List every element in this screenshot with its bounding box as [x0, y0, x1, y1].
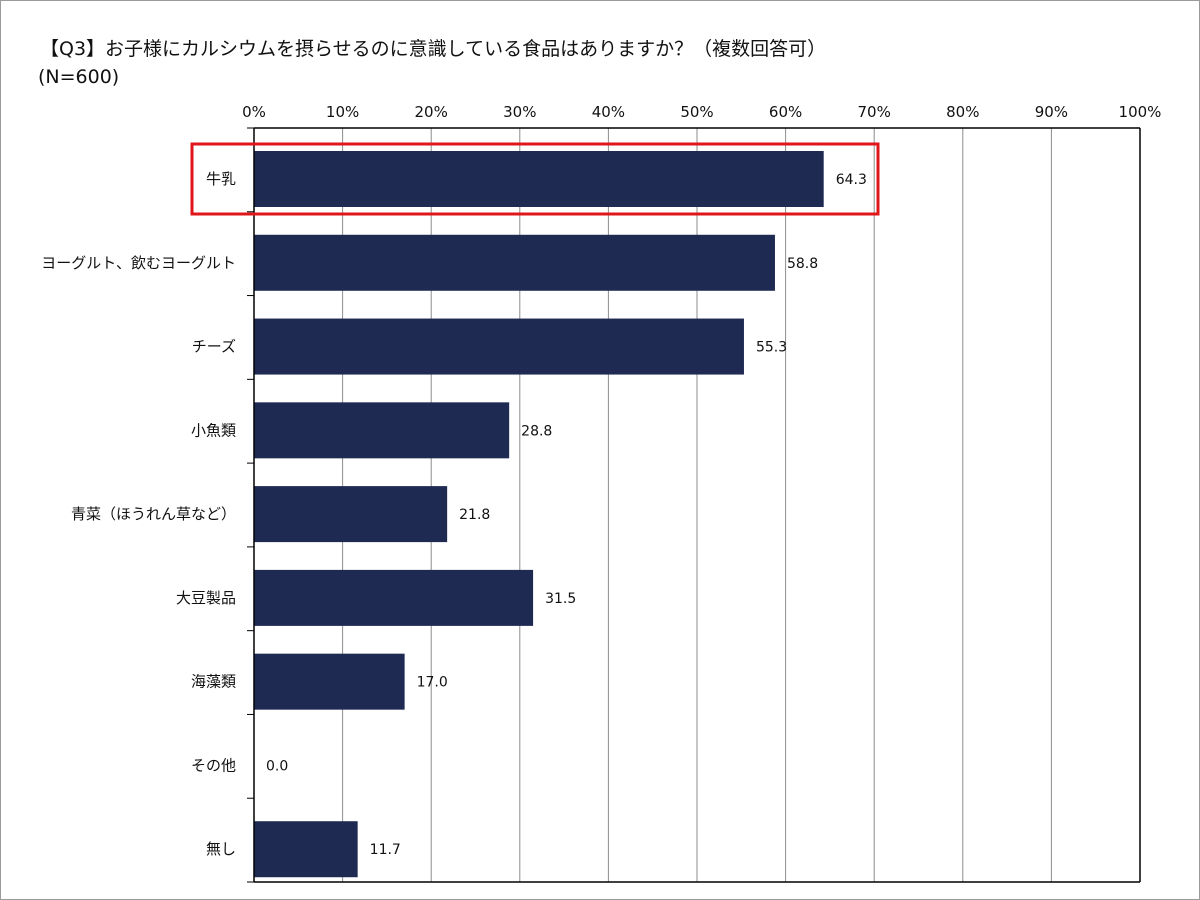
x-tick-label: 90% [1035, 103, 1068, 121]
data-label: 11.7 [370, 842, 401, 858]
data-label: 64.3 [836, 172, 867, 188]
axis-layer [247, 127, 1141, 883]
category-label: 海藻類 [191, 673, 236, 691]
bar [254, 653, 405, 710]
x-tick-label: 30% [503, 103, 536, 121]
bar-layer [254, 151, 824, 878]
category-label: 小魚類 [191, 421, 236, 439]
bar [254, 821, 358, 878]
x-tick-label: 0% [242, 103, 266, 121]
highlight-box [190, 142, 880, 216]
category-label: 大豆製品 [176, 589, 236, 607]
category-label: チーズ [192, 338, 236, 356]
x-tick-label: 20% [415, 103, 448, 121]
x-tick-label: 60% [769, 103, 802, 121]
bar [254, 151, 824, 207]
label-layer: 0% 10% 20% 30% 40% 50% 60% 70% 80% 90% 100% 64.3 牛乳 5… [41, 103, 1161, 858]
category-label: 青菜（ほうれん草など） [71, 505, 236, 523]
data-label: 0.0 [266, 758, 288, 774]
data-label: 58.8 [787, 256, 818, 272]
bar [254, 318, 744, 375]
data-label: 28.8 [521, 423, 552, 439]
data-label: 55.3 [756, 340, 787, 356]
chart-title: 【Q3】お子様にカルシウムを摂らせるのに意識している食品はありますか？（複数回答… [40, 38, 827, 60]
bar [254, 486, 448, 543]
bar [254, 402, 510, 459]
x-tick-label: 10% [326, 103, 359, 121]
category-label: 無し [206, 840, 236, 858]
chart-subtitle: (N=600) [38, 66, 120, 88]
category-label: ヨーグルト、飲むヨーグルト [41, 254, 236, 272]
x-tick-label: 40% [592, 103, 625, 121]
category-label: その他 [191, 756, 236, 774]
bar [254, 234, 775, 291]
data-label: 17.0 [417, 675, 448, 691]
category-label: 牛乳 [206, 170, 236, 188]
x-tick-label: 80% [946, 103, 979, 121]
x-tick-label: 70% [858, 103, 891, 121]
x-tick-label: 50% [680, 103, 713, 121]
bar [254, 569, 534, 626]
data-label: 21.8 [459, 507, 490, 523]
data-label: 31.5 [545, 591, 576, 607]
x-tick-label: 100% [1119, 103, 1162, 121]
